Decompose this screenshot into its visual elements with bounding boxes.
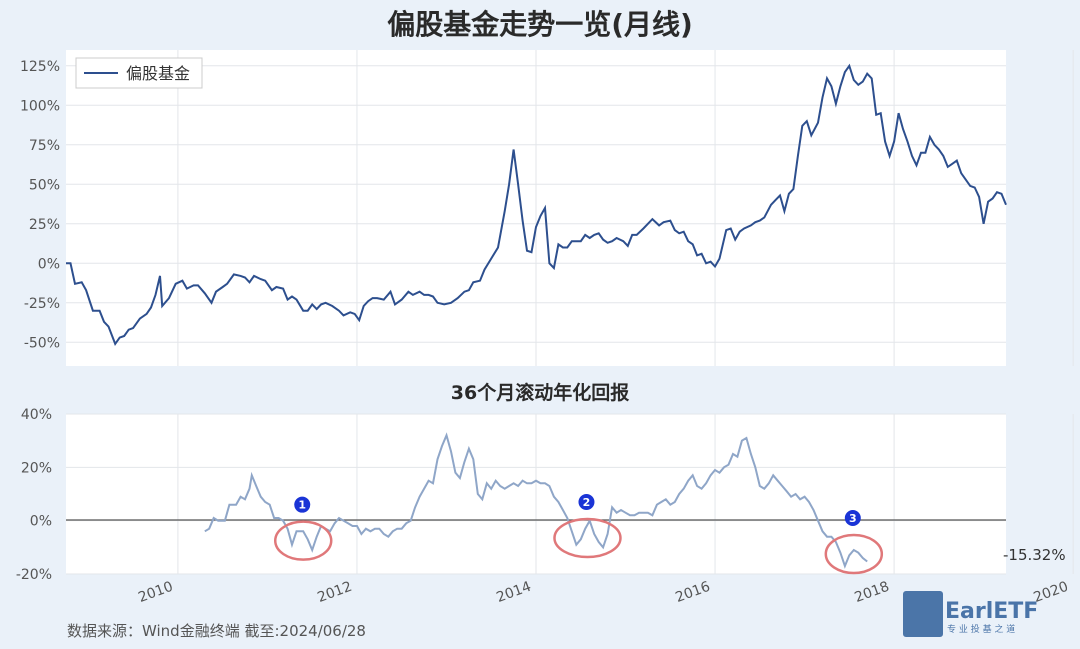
- marker-number: 3: [849, 512, 857, 525]
- bottom-y-tick-label: 40%: [21, 407, 52, 423]
- brand-logo: EarlETF 专 业 投 基 之 道: [903, 591, 1038, 637]
- highlight-circle: [273, 520, 333, 561]
- bottom-y-tick-label: 20%: [21, 460, 52, 476]
- top-y-tick-label: -50%: [24, 335, 60, 351]
- marker-number: 1: [298, 499, 306, 512]
- top-y-tick-label: 50%: [29, 177, 60, 193]
- subchart-title: 36个月滚动年化回报: [451, 381, 629, 404]
- annotations: 1 2 3: [273, 494, 884, 575]
- highlight-circle: [824, 533, 884, 575]
- top-grid: [66, 50, 1074, 366]
- top-y-tick-label: 100%: [20, 98, 60, 114]
- x-tick-label: 2018: [852, 579, 891, 606]
- legend-label: 偏股基金: [126, 64, 190, 83]
- x-tick-label: 2016: [673, 579, 712, 606]
- chart-title: 偏股基金走势一览(月线): [387, 8, 693, 41]
- top-y-tick-label: 125%: [20, 59, 60, 75]
- bottom-series-line: [204, 432, 868, 569]
- legend: 偏股基金: [75, 57, 203, 89]
- brand-name: EarlETF: [945, 599, 1038, 624]
- bottom-y-axis: 40% 20% 0% -20%: [16, 407, 52, 583]
- source-note: 数据来源：Wind金融终端 截至:2024/06/28: [67, 622, 366, 640]
- x-tick-label: 2014: [494, 579, 533, 606]
- end-value-label: -15.32%: [1003, 546, 1066, 564]
- brand-tagline: 专 业 投 基 之 道: [947, 623, 1015, 635]
- legend-box: [75, 57, 203, 89]
- bottom-y-tick-label: 0%: [30, 514, 52, 530]
- x-tick-label: 2012: [315, 579, 354, 606]
- x-tick-label: 2010: [136, 579, 175, 606]
- top-y-tick-label: 75%: [29, 138, 60, 154]
- marker-badge: [844, 510, 861, 526]
- highlight-circle: [553, 517, 622, 559]
- top-y-tick-label: 0%: [38, 256, 60, 272]
- marker-number: 2: [583, 496, 591, 509]
- top-series-line: [66, 63, 1007, 346]
- top-y-tick-label: -25%: [24, 296, 60, 312]
- marker-badge: [294, 496, 311, 513]
- top-y-tick-label: 25%: [29, 217, 60, 233]
- brand-logo-mark: [903, 591, 943, 637]
- top-y-axis: 125% 100% 75% 50% 25% 0% -25% -50%: [20, 59, 60, 351]
- bottom-y-tick-label: -20%: [16, 567, 52, 583]
- marker-badge: [578, 494, 595, 510]
